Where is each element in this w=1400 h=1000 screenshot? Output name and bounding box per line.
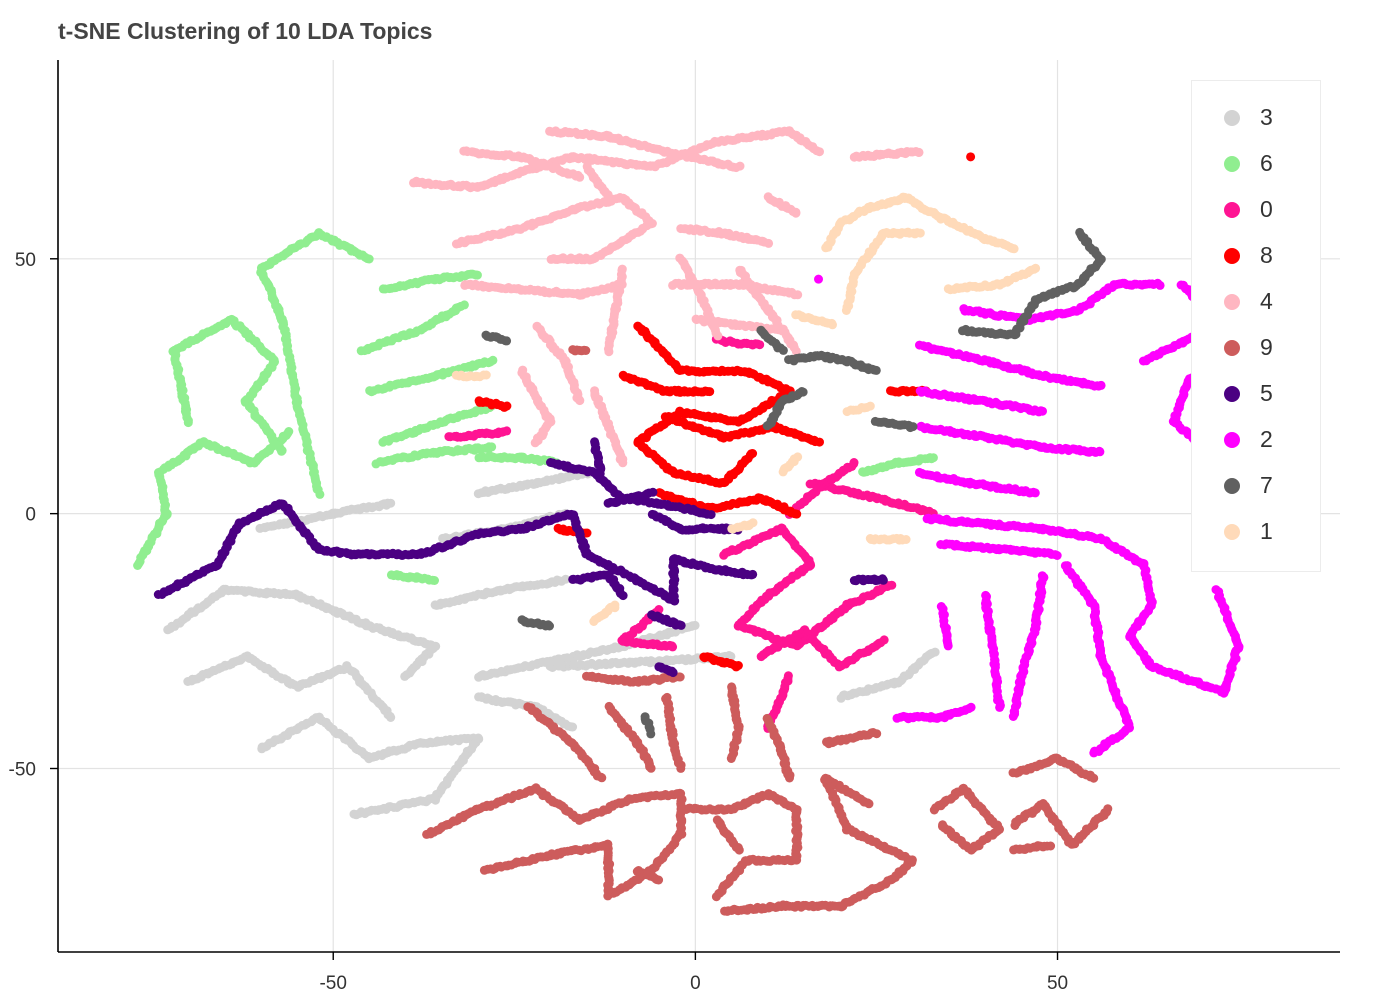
data-point <box>791 346 801 356</box>
series-9-points <box>422 345 1113 916</box>
data-point <box>711 892 721 902</box>
data-point <box>568 722 578 732</box>
data-point <box>604 347 614 357</box>
data-point <box>618 591 628 601</box>
data-point <box>1089 773 1099 783</box>
points-layer <box>133 126 1310 916</box>
data-point <box>791 208 801 218</box>
data-point <box>575 172 585 182</box>
data-point <box>815 147 824 157</box>
data-point <box>748 449 758 458</box>
data-point <box>582 528 592 538</box>
data-point <box>676 620 686 630</box>
data-point <box>284 427 294 436</box>
data-point <box>778 324 788 334</box>
data-point <box>386 713 396 722</box>
data-point <box>479 865 489 875</box>
data-point <box>530 438 540 448</box>
data-point <box>1103 804 1113 814</box>
data-point <box>713 331 723 341</box>
data-point <box>966 152 976 162</box>
data-point <box>726 754 736 763</box>
data-point <box>872 729 882 739</box>
data-point <box>603 194 613 204</box>
data-point <box>400 671 410 681</box>
data-point <box>706 510 716 520</box>
data-point <box>815 437 824 447</box>
data-point <box>735 161 745 171</box>
data-point <box>1046 841 1056 851</box>
data-point <box>879 635 889 645</box>
data-point <box>386 498 396 508</box>
data-point <box>487 442 497 452</box>
data-point <box>783 671 793 681</box>
data-point <box>668 668 678 678</box>
data-point <box>755 340 765 350</box>
data-point <box>502 401 512 411</box>
data-point <box>764 238 774 248</box>
data-point <box>561 574 571 584</box>
data-point <box>734 845 744 855</box>
data-point <box>914 147 924 157</box>
data-point <box>690 620 700 630</box>
data-point <box>793 290 803 300</box>
data-point <box>887 580 897 590</box>
data-point <box>864 799 874 809</box>
data-point <box>349 809 359 819</box>
data-point <box>488 355 498 365</box>
data-point <box>597 773 607 783</box>
series-6-points <box>133 228 938 585</box>
data-point <box>646 763 656 773</box>
data-point <box>733 661 743 670</box>
data-point <box>654 875 664 885</box>
series-0-points <box>444 334 938 733</box>
chart-title: t-SNE Clustering of 10 LDA Topics <box>58 18 433 44</box>
data-point <box>581 346 591 355</box>
data-point <box>705 387 715 397</box>
data-point <box>748 569 758 579</box>
data-point <box>575 396 585 406</box>
data-point <box>364 254 374 264</box>
data-point <box>472 270 482 280</box>
series-4-points <box>409 126 924 468</box>
data-point <box>546 254 556 264</box>
data-point <box>938 820 948 830</box>
data-point <box>648 487 658 497</box>
data-point <box>618 458 628 468</box>
data-point <box>502 426 512 436</box>
data-point <box>676 763 686 773</box>
data-point <box>595 469 605 479</box>
data-point <box>928 453 938 463</box>
data-point <box>930 647 940 657</box>
data-point <box>849 458 859 467</box>
data-point <box>792 509 802 519</box>
data-point <box>430 576 439 585</box>
data-point <box>459 300 469 310</box>
data-point <box>878 575 888 585</box>
series-3-points <box>163 468 940 820</box>
data-point <box>785 773 794 783</box>
data-point <box>277 446 286 456</box>
